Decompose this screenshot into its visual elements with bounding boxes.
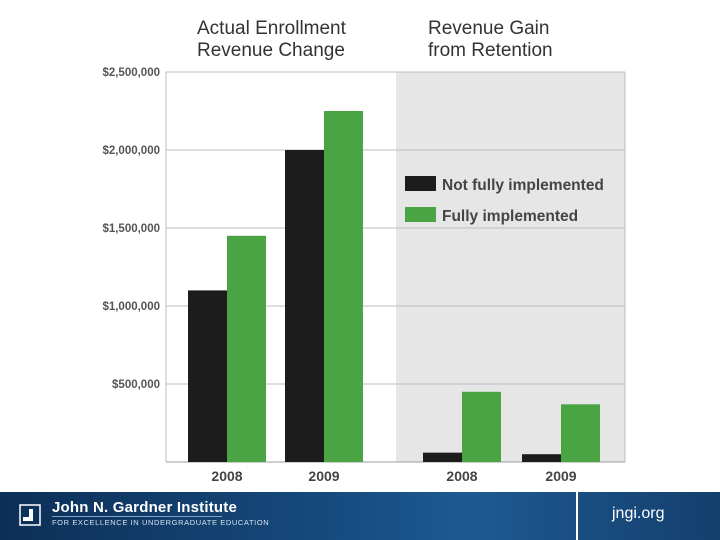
bar-fully-implemented (561, 404, 600, 462)
legend-swatch (405, 176, 436, 191)
legend-swatch (405, 207, 436, 222)
bar-fully-implemented (462, 391, 501, 462)
revenue-bar-chart: $500,000 $1,000,000 $1,500,000 $2,000,000 $2… (102, 67, 626, 484)
right-panel-background (396, 72, 625, 462)
footer-bar: John N. Gardner Institute FOR EXCELLENCE… (0, 492, 720, 540)
bar-not-fully-implemented (188, 290, 227, 462)
x-tick-label: 2008 (211, 468, 242, 484)
org-name: John N. Gardner Institute (52, 499, 238, 516)
bar-fully-implemented (227, 235, 266, 462)
site-url-link[interactable]: jngi.org (612, 505, 665, 522)
org-name-rule (52, 516, 222, 517)
y-tick-label: $1,000,000 (102, 301, 160, 313)
right-panel-title: Revenue Gain from Retention (428, 18, 553, 61)
y-tick-label: $1,500,000 (102, 223, 160, 235)
footer-divider (576, 492, 578, 540)
x-tick-label: 2009 (308, 468, 339, 484)
y-tick-label: $500,000 (112, 379, 160, 391)
x-tick-label: 2008 (446, 468, 477, 484)
y-tick-label: $2,500,000 (102, 67, 160, 79)
left-panel-title: Actual Enrollment Revenue Change (197, 18, 346, 61)
y-tick-label: $2,000,000 (102, 145, 160, 157)
bar-not-fully-implemented (285, 150, 324, 462)
legend-label: Fully implemented (442, 208, 578, 225)
legend-label: Not fully implemented (442, 177, 604, 194)
bar-not-fully-implemented (423, 452, 462, 462)
bar-fully-implemented (324, 111, 363, 462)
org-tagline: FOR EXCELLENCE IN UNDERGRADUATE EDUCATIO… (52, 518, 270, 527)
x-tick-label: 2009 (545, 468, 576, 484)
bar-not-fully-implemented (522, 454, 561, 462)
institute-logo-icon (19, 504, 41, 526)
